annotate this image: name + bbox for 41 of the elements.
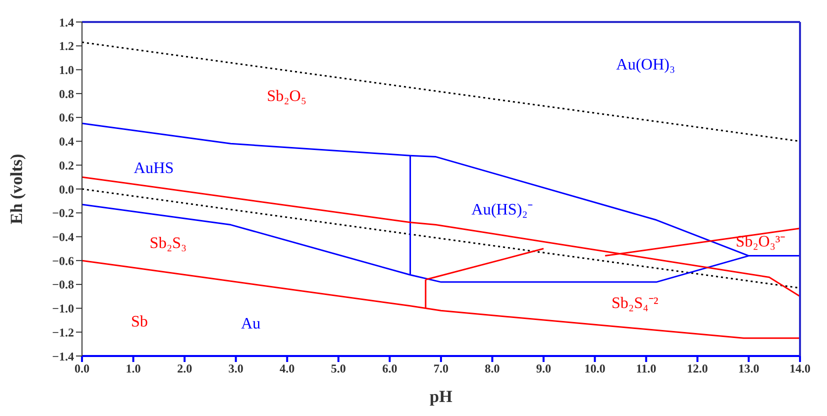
annotation: Sb — [130, 314, 148, 331]
x-tick-label: 13.0 — [738, 362, 760, 376]
annotation: Sb₂S₃ — [150, 235, 187, 252]
y-tick-label: 0.4 — [59, 134, 74, 149]
y-axis-title: Eh (volts) — [7, 154, 26, 224]
y-tick-label: 0.8 — [59, 86, 74, 101]
annotation: Au(HS)₂⁻ — [471, 202, 533, 219]
x-tick-label: 0.0 — [74, 362, 90, 376]
annotation: Au(OH)₃ — [616, 56, 676, 74]
y-tick-label: 0.0 — [59, 182, 74, 196]
y-tick-label: 0.2 — [59, 158, 74, 172]
x-tick-label: 8.0 — [484, 362, 500, 376]
y-tick-label: −0.2 — [52, 206, 74, 220]
y-tick-label: −0.8 — [52, 278, 74, 292]
x-tick-label: 11.0 — [636, 362, 656, 376]
x-tick-label: 14.0 — [790, 362, 810, 376]
x-tick-label: 5.0 — [330, 362, 346, 376]
x-tick-label: 10.0 — [584, 362, 606, 376]
y-tick-label: −0.6 — [52, 254, 74, 268]
y-tick-label: −0.4 — [52, 230, 74, 244]
annotation: Au — [240, 315, 261, 332]
annotation: Sb₂O₅ — [266, 88, 306, 106]
x-axis-title: pH — [430, 387, 452, 406]
y-tick-label: −1.2 — [52, 325, 74, 340]
y-tick-label: 1.0 — [59, 62, 74, 77]
y-tick-label: 0.6 — [59, 110, 74, 125]
x-tick-label: 4.0 — [280, 362, 295, 376]
x-tick-label: 9.0 — [536, 362, 552, 376]
annotation: Sb₂O₃³⁻ — [736, 233, 786, 250]
x-tick-label: 2.0 — [177, 362, 192, 376]
y-tick-label: 1.2 — [59, 39, 74, 54]
x-tick-label: 3.0 — [228, 362, 244, 376]
x-tick-label: 12.0 — [686, 362, 708, 376]
y-tick-label: 1.4 — [59, 15, 74, 30]
y-tick-label: −1.0 — [52, 302, 74, 316]
x-tick-label: 7.0 — [434, 362, 448, 376]
annotation: AuHS — [134, 160, 174, 177]
y-tick-label: −1.4 — [52, 349, 74, 364]
x-tick-label: 6.0 — [382, 362, 398, 376]
x-tick-label: 1.0 — [126, 362, 141, 376]
annotation: Sb₂S₄⁻² — [611, 295, 658, 312]
